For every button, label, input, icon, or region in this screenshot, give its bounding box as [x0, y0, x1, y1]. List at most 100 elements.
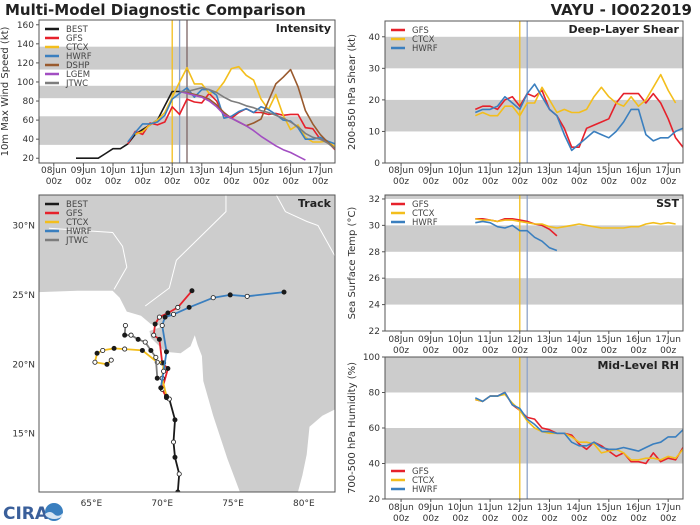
- legend-item-ctcx: CTCX: [391, 476, 435, 486]
- track-point-ctcx: [108, 357, 114, 363]
- legend-item-hwrf: HWRF: [391, 218, 438, 228]
- legend-label: HWRF: [66, 227, 92, 237]
- x-tick-label: 15Jun: [596, 335, 622, 345]
- panel-deep-layer-shear: 01020304008Jun00z09Jun00z10Jun00z11Jun00…: [347, 20, 684, 187]
- legend-label: GFS: [66, 209, 83, 219]
- y-tick-label: 32: [369, 195, 380, 205]
- plot-frame: [38, 19, 336, 164]
- x-tick-label: 11Jun: [130, 166, 156, 176]
- y-axis-label: 10m Max Wind Speed (kt): [0, 26, 11, 156]
- y-tick-label: 20: [23, 154, 35, 164]
- x-tick-sublabel: 00z: [541, 346, 557, 356]
- legend-item-hwrf: HWRF: [391, 44, 438, 54]
- legend-item-gfs: GFS: [391, 200, 429, 210]
- plot-frame: [384, 194, 684, 332]
- x-tick-label: 09Jun: [418, 166, 444, 176]
- y-tick-label: 10: [369, 127, 381, 137]
- legend-label: HWRF: [412, 218, 438, 228]
- lat-tick-label: 20°N: [12, 360, 35, 370]
- y-tick-label: 40: [369, 33, 381, 43]
- x-tick-label: 11Jun: [477, 503, 503, 513]
- x-tick-sublabel: 00z: [482, 514, 498, 524]
- panel-title: Intensity: [276, 22, 331, 35]
- y-tick-label: 20: [369, 96, 381, 106]
- track-point-ctcx: [111, 345, 117, 351]
- track-point-hwrf: [171, 311, 177, 317]
- x-tick-sublabel: 00z: [512, 177, 528, 187]
- x-tick-sublabel: 00z: [512, 514, 528, 524]
- storm-title: VAYU - IO022019: [550, 1, 692, 19]
- x-tick-sublabel: 00z: [482, 346, 498, 356]
- track-point-best: [171, 439, 177, 445]
- legend-item-hwrf: HWRF: [391, 485, 438, 495]
- series-gfs: [474, 89, 683, 148]
- x-tick-label: 10Jun: [100, 166, 126, 176]
- panel-sst: 22242628303208Jun00z09Jun00z10Jun00z11Ju…: [347, 194, 684, 356]
- page-title: Multi-Model Diagnostic Comparison: [5, 1, 306, 19]
- legend-label: DSHP: [66, 61, 89, 71]
- track-point-gfs: [156, 336, 162, 342]
- x-tick-sublabel: 00z: [601, 346, 617, 356]
- legend-item-dshp: DSHP: [45, 61, 89, 71]
- panel-title: Deep-Layer Shear: [568, 23, 679, 36]
- track-point-ctcx: [92, 359, 98, 365]
- x-tick-label: 16Jun: [278, 166, 304, 176]
- series-dshp: [179, 68, 335, 150]
- reference-band: [385, 428, 683, 464]
- track-point-best: [172, 417, 178, 423]
- legend-label: JTWC: [65, 236, 88, 246]
- x-tick-sublabel: 00z: [312, 177, 328, 187]
- reference-band: [385, 195, 683, 199]
- legend-label: LGEM: [66, 70, 90, 80]
- reference-band: [385, 225, 683, 252]
- track-point-hwrf: [210, 295, 216, 301]
- x-tick-label: 10Jun: [448, 503, 474, 513]
- y-tick-label: 0: [374, 159, 380, 169]
- lon-tick-label: 65°E: [81, 499, 103, 509]
- x-tick-sublabel: 00z: [660, 346, 676, 356]
- x-tick-sublabel: 00z: [135, 177, 151, 187]
- track-point-gfs: [165, 365, 171, 371]
- track-point-hwrf: [162, 314, 168, 320]
- track-point-jtwc: [128, 332, 134, 338]
- y-tick-label: 26: [369, 274, 381, 284]
- x-tick-label: 12Jun: [507, 166, 533, 176]
- legend-label: GFS: [412, 467, 429, 477]
- track-point-hwrf: [161, 368, 167, 374]
- x-tick-sublabel: 00z: [423, 346, 439, 356]
- series-hwrf: [127, 86, 335, 145]
- y-axis-label: Sea Surface Temp (°C): [347, 207, 358, 320]
- track-point-hwrf: [163, 349, 169, 355]
- country-border: [275, 195, 335, 257]
- y-tick-label: 30: [369, 64, 381, 74]
- x-tick-label: 10Jun: [448, 335, 474, 345]
- legend-item-hwrf: HWRF: [45, 227, 92, 237]
- x-tick-label: 11Jun: [477, 166, 503, 176]
- x-tick-sublabel: 00z: [630, 346, 646, 356]
- track-point-ctcx: [94, 350, 100, 356]
- legend-label: BEST: [66, 200, 89, 210]
- track-point-jtwc: [122, 332, 128, 338]
- reference-band: [385, 357, 683, 393]
- lon-tick-label: 75°E: [222, 499, 244, 509]
- legend-label: GFS: [66, 34, 83, 44]
- track-point-ctcx: [163, 393, 169, 399]
- x-tick-sublabel: 00z: [253, 177, 269, 187]
- legend-label: HWRF: [66, 52, 92, 62]
- x-tick-sublabel: 00z: [541, 177, 557, 187]
- series-lgem: [179, 90, 306, 161]
- reference-band: [385, 99, 683, 132]
- y-tick-label: 160: [17, 21, 34, 31]
- panel-title: Track: [298, 197, 332, 210]
- x-tick-sublabel: 00z: [194, 177, 210, 187]
- legend-label: GFS: [412, 200, 429, 210]
- track-point-jtwc: [142, 339, 148, 345]
- legend-label: CTCX: [412, 35, 435, 45]
- y-tick-label: 60: [23, 116, 35, 126]
- x-tick-label: 10Jun: [448, 166, 474, 176]
- x-tick-label: 11Jun: [477, 335, 503, 345]
- track-point-gfs: [152, 321, 158, 327]
- y-tick-label: 60: [369, 424, 381, 434]
- legend-label: CTCX: [412, 476, 435, 486]
- track-point-gfs: [165, 310, 171, 316]
